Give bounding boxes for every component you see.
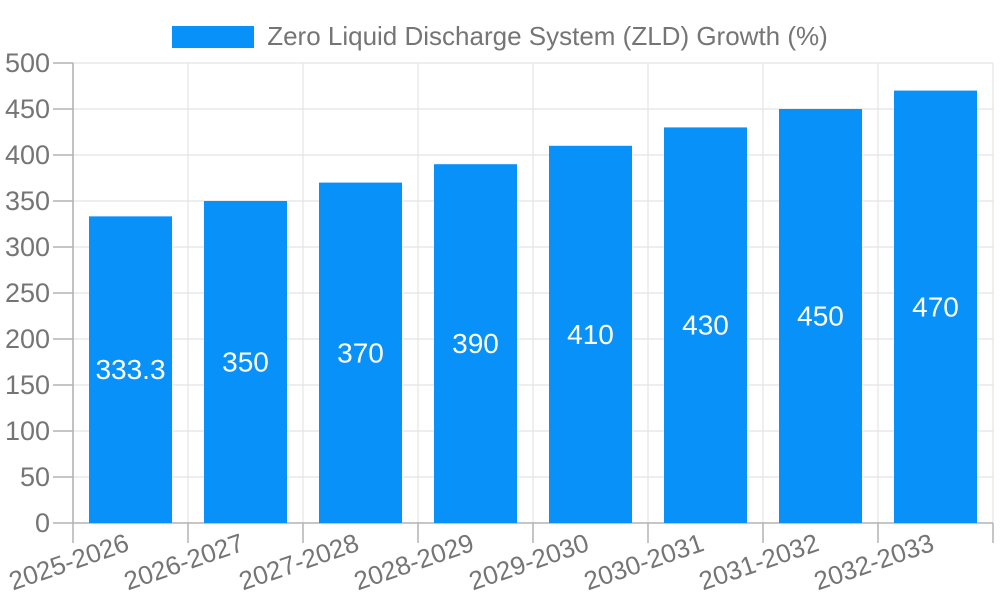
x-axis-label: 2029-2030 (465, 527, 592, 596)
y-axis-label: 300 (5, 232, 50, 262)
y-axis-label: 0 (35, 508, 50, 538)
x-axis-label: 2030-2031 (580, 527, 707, 596)
bar-value-label: 430 (682, 310, 729, 341)
y-axis-label: 350 (5, 186, 50, 216)
bar-value-label: 333.3 (95, 354, 165, 385)
x-axis-label: 2032-2033 (810, 527, 937, 596)
y-axis-label: 400 (5, 140, 50, 170)
legend-item-zld-growth[interactable]: Zero Liquid Discharge System (ZLD) Growt… (172, 21, 828, 52)
y-axis-label: 200 (5, 324, 50, 354)
x-axis-label: 2025-2026 (5, 527, 132, 596)
bar-value-label: 390 (452, 328, 499, 359)
bar[interactable] (204, 201, 287, 523)
legend: Zero Liquid Discharge System (ZLD) Growt… (0, 0, 1000, 52)
bar[interactable] (89, 216, 172, 523)
bar[interactable] (434, 164, 517, 523)
bar-value-label: 470 (912, 291, 959, 322)
bar[interactable] (319, 182, 402, 523)
legend-swatch-icon (172, 25, 255, 48)
x-axis-label: 2028-2029 (350, 527, 477, 596)
y-axis-label: 450 (5, 94, 50, 124)
bar[interactable] (779, 109, 862, 523)
bar-value-label: 410 (567, 319, 614, 350)
y-axis-label: 100 (5, 416, 50, 446)
x-axis-label: 2027-2028 (235, 527, 362, 596)
bar-value-label: 450 (797, 301, 844, 332)
y-axis-label: 500 (5, 48, 50, 78)
bar[interactable] (894, 90, 977, 523)
bar[interactable] (549, 145, 632, 524)
bar-value-label: 370 (337, 337, 384, 368)
bar-value-label: 350 (222, 347, 269, 378)
x-axis-label: 2026-2027 (120, 527, 247, 596)
y-axis-label: 250 (5, 278, 50, 308)
y-axis-label: 50 (20, 462, 50, 492)
legend-label: Zero Liquid Discharge System (ZLD) Growt… (267, 21, 828, 51)
bar[interactable] (664, 127, 747, 524)
y-axis-label: 150 (5, 370, 50, 400)
x-axis-label: 2031-2032 (695, 527, 822, 596)
